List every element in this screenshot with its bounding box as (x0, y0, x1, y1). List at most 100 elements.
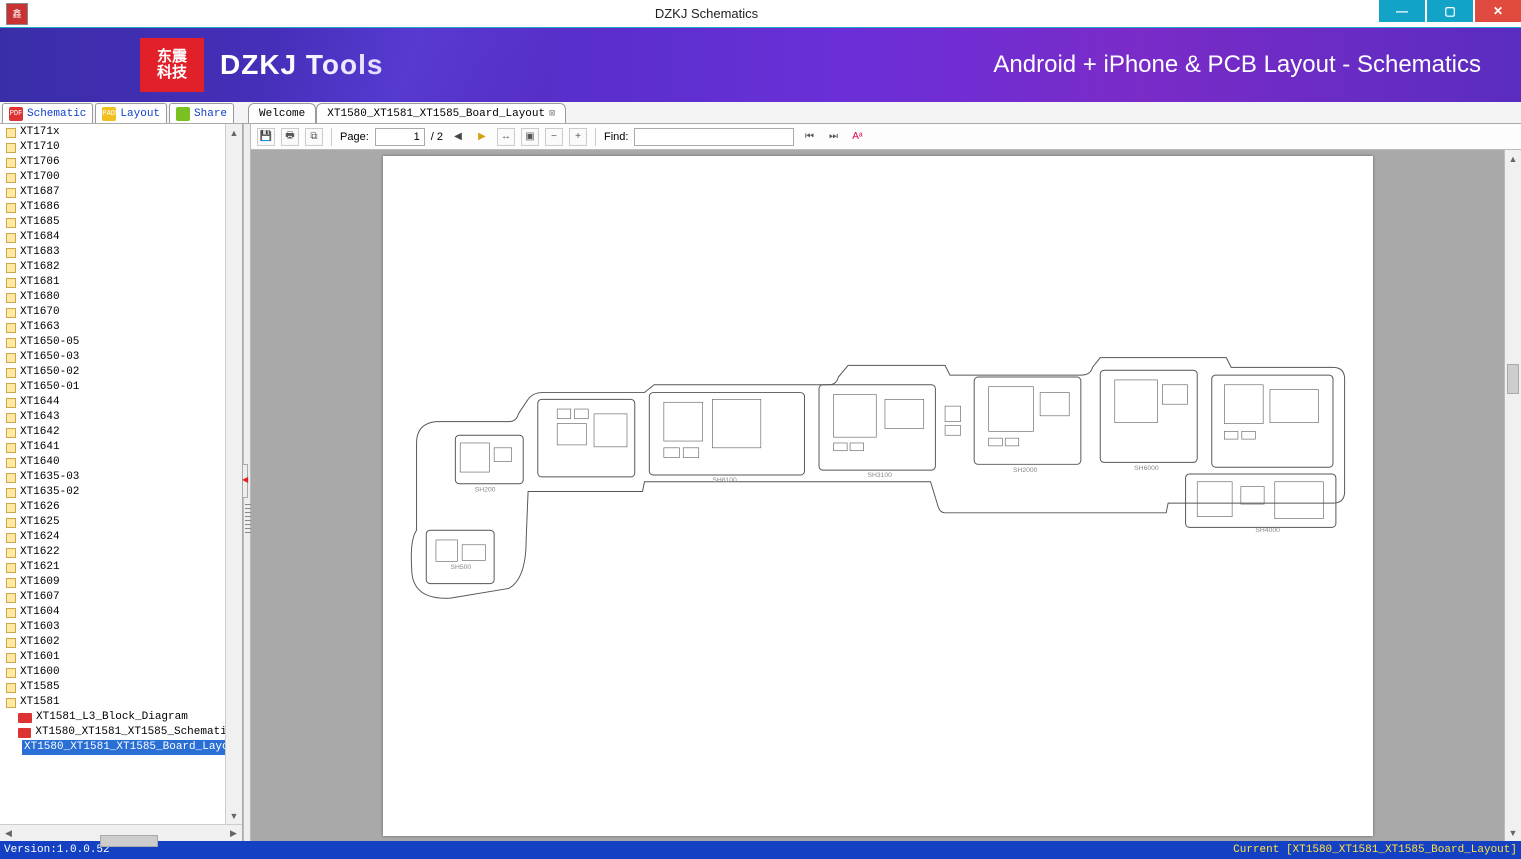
close-tab-icon[interactable]: ⊠ (549, 108, 555, 120)
minimize-button[interactable]: — (1379, 0, 1425, 22)
tree-item-label: XT1686 (20, 200, 60, 215)
tree-folder-item[interactable]: XT1635-03 (2, 470, 240, 485)
tree-folder-item[interactable]: XT1622 (2, 545, 240, 560)
zoom-out-icon[interactable]: − (545, 128, 563, 146)
tree-pdf-item[interactable]: XT1581_L3_Block_Diagram (2, 710, 240, 725)
tree-folder-item[interactable]: XT1670 (2, 305, 240, 320)
folder-icon (6, 173, 16, 183)
viewer-vertical-scrollbar[interactable]: ▲ ▼ (1504, 150, 1521, 841)
next-page-icon[interactable]: ▶ (473, 128, 491, 146)
tree-horizontal-scrollbar[interactable]: ◀ ▶ (0, 824, 242, 841)
scroll-thumb[interactable] (100, 835, 158, 847)
tree-folder-item[interactable]: XT1684 (2, 230, 240, 245)
scroll-track[interactable] (1505, 167, 1521, 824)
tree-item-label: XT1601 (20, 650, 60, 665)
tree-item-label: XT1642 (20, 425, 60, 440)
tree-item-label: XT1640 (20, 455, 60, 470)
tool-tab-share[interactable]: Share (169, 103, 234, 123)
svg-text:SH500: SH500 (451, 564, 472, 571)
zoom-in-icon[interactable]: + (569, 128, 587, 146)
maximize-button[interactable]: ▢ (1427, 0, 1473, 22)
tree-folder-item[interactable]: XT1609 (2, 575, 240, 590)
tree-folder-item[interactable]: XT1643 (2, 410, 240, 425)
tree-folder-item[interactable]: XT1710 (2, 140, 240, 155)
tree-folder-item[interactable]: XT1626 (2, 500, 240, 515)
scroll-left-icon[interactable]: ◀ (0, 825, 17, 841)
scroll-down-icon[interactable]: ▼ (226, 807, 242, 824)
save-icon[interactable]: 💾 (257, 128, 275, 146)
tree-item-label: XT1621 (20, 560, 60, 575)
doc-tab[interactable]: XT1580_XT1581_XT1585_Board_Layout⊠ (316, 103, 566, 123)
folder-icon (6, 188, 16, 198)
folder-icon (6, 563, 16, 573)
tree-folder-item[interactable]: XT1650-01 (2, 380, 240, 395)
tree-folder-item[interactable]: XT1650-02 (2, 365, 240, 380)
fit-width-icon[interactable]: ↔ (497, 128, 515, 146)
scroll-down-icon[interactable]: ▼ (1505, 824, 1521, 841)
scroll-up-icon[interactable]: ▲ (226, 124, 242, 141)
tree-folder-item[interactable]: XT1686 (2, 200, 240, 215)
tool-tab-layout[interactable]: PADSLayout (95, 103, 167, 123)
tree-folder-item[interactable]: XT1602 (2, 635, 240, 650)
folder-icon (6, 428, 16, 438)
find-input[interactable] (634, 128, 794, 146)
tree-folder-item[interactable]: XT1685 (2, 215, 240, 230)
copy-icon[interactable]: ⧉ (305, 128, 323, 146)
scroll-up-icon[interactable]: ▲ (1505, 150, 1521, 167)
tree-folder-item[interactable]: XT1625 (2, 515, 240, 530)
viewer-body[interactable]: SH500 SH200 SH8100 SH3100 SH2000 SH6000 … (251, 150, 1521, 841)
tree-folder-item[interactable]: XT1624 (2, 530, 240, 545)
scroll-thumb[interactable] (1507, 364, 1519, 394)
close-button[interactable]: ✕ (1475, 0, 1521, 22)
doc-tab[interactable]: Welcome (248, 103, 316, 123)
find-prev-icon[interactable]: ⏮ (800, 128, 818, 146)
fit-page-icon[interactable]: ▣ (521, 128, 539, 146)
tree-folder-item[interactable]: XT1650-03 (2, 350, 240, 365)
tree-folder-item[interactable]: XT1601 (2, 650, 240, 665)
file-tree[interactable]: XT171xXT1710XT1706XT1700XT1687XT1686XT16… (0, 124, 242, 824)
folder-icon (6, 263, 16, 273)
tool-tab-schematic[interactable]: PDFSchematic (2, 103, 93, 123)
tree-folder-item[interactable]: XT1641 (2, 440, 240, 455)
tree-folder-item[interactable]: XT1621 (2, 560, 240, 575)
tree-folder-item[interactable]: XT1604 (2, 605, 240, 620)
scroll-right-icon[interactable]: ▶ (225, 825, 242, 841)
tree-folder-item[interactable]: XT1706 (2, 155, 240, 170)
prev-page-icon[interactable]: ◀ (449, 128, 467, 146)
folder-icon (6, 413, 16, 423)
tree-folder-item[interactable]: XT1642 (2, 425, 240, 440)
tree-folder-item[interactable]: XT1607 (2, 590, 240, 605)
splitter[interactable] (243, 124, 251, 841)
tree-folder-item[interactable]: XT1603 (2, 620, 240, 635)
text-tool-icon[interactable]: Aᵃ (848, 128, 866, 146)
tree-folder-item[interactable]: XT1683 (2, 245, 240, 260)
tree-folder-item[interactable]: XT1581 (2, 695, 240, 710)
print-icon[interactable]: 🖶 (281, 128, 299, 146)
tree-folder-item[interactable]: XT1600 (2, 665, 240, 680)
tree-folder-item[interactable]: XT1682 (2, 260, 240, 275)
folder-icon (6, 473, 16, 483)
tree-pdf-item[interactable]: XT1580_XT1581_XT1585_Schematics (2, 725, 240, 740)
tree-folder-item[interactable]: XT1663 (2, 320, 240, 335)
find-next-icon[interactable]: ⏭ (824, 128, 842, 146)
tree-item-label: XT1622 (20, 545, 60, 560)
tree-folder-item[interactable]: XT1681 (2, 275, 240, 290)
pdf-page: SH500 SH200 SH8100 SH3100 SH2000 SH6000 … (383, 156, 1373, 836)
tree-folder-item[interactable]: XT1585 (2, 680, 240, 695)
splitter-collapse-icon[interactable] (242, 464, 248, 498)
tree-folder-item[interactable]: XT1680 (2, 290, 240, 305)
folder-icon (6, 368, 16, 378)
tree-folder-item[interactable]: XT1644 (2, 395, 240, 410)
tree-folder-item[interactable]: XT1635-02 (2, 485, 240, 500)
folder-icon (6, 458, 16, 468)
page-number-input[interactable] (375, 128, 425, 146)
tree-folder-item[interactable]: XT171x (2, 125, 240, 140)
tree-folder-item[interactable]: XT1687 (2, 185, 240, 200)
tree-vertical-scrollbar[interactable]: ▲ ▼ (225, 124, 242, 824)
folder-icon (6, 143, 16, 153)
tree-folder-item[interactable]: XT1700 (2, 170, 240, 185)
folder-icon (6, 323, 16, 333)
tree-folder-item[interactable]: XT1640 (2, 455, 240, 470)
tree-folder-item[interactable]: XT1650-05 (2, 335, 240, 350)
tree-pdf-item[interactable]: XT1580_XT1581_XT1585_Board_Layout (2, 740, 240, 755)
